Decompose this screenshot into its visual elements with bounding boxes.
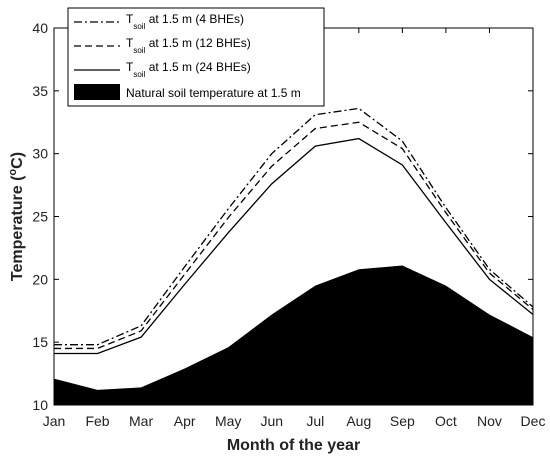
x-tick-label: Jan [43, 413, 66, 429]
x-tick-label: Aug [346, 413, 371, 429]
legend-label: Tsoil at 1.5 m (24 BHEs) [126, 60, 251, 79]
y-tick-label: 40 [32, 20, 48, 36]
x-tick-label: Nov [477, 413, 502, 429]
y-tick-label: 15 [32, 334, 48, 350]
y-tick-label: 35 [32, 83, 48, 99]
legend-swatch-area [74, 84, 120, 100]
series-line-24-bhes [54, 137, 534, 355]
legend-label: Tsoil at 1.5 m (4 BHEs) [126, 12, 244, 31]
y-tick-label: 30 [32, 146, 48, 162]
x-tick-label: Jul [306, 413, 324, 429]
lines-layer [54, 107, 534, 355]
x-tick-label: Jun [260, 413, 283, 429]
y-axis-title: Temperature (oC) [7, 152, 26, 281]
ticks-layer: Jan Feb Mar Apr May Jun Jul Aug Sep Oct Nov Dec 10 15… [32, 20, 545, 429]
y-axis-title-unit: C) [9, 152, 26, 169]
legend: Tsoil at 1.5 m (4 BHEs) Tsoil at 1.5 m (1… [67, 7, 325, 107]
x-tick-label: Dec [521, 413, 546, 429]
y-axis-title-degree: o [7, 169, 19, 176]
legend-label: Tsoil at 1.5 m (12 BHEs) [126, 36, 251, 55]
series-line-4-bhes [54, 107, 534, 346]
x-tick-label: Feb [85, 413, 109, 429]
x-tick-label: Sep [390, 413, 415, 429]
x-tick-label: Mar [129, 413, 153, 429]
y-tick-label: 20 [32, 271, 48, 287]
x-tick-label: Apr [174, 413, 196, 429]
x-tick-label: Oct [435, 413, 457, 429]
y-tick-label: 25 [32, 209, 48, 225]
y-axis-title-main: Temperature ( [9, 175, 26, 281]
x-axis-title: Month of the year [227, 437, 360, 454]
x-tick-label: May [215, 413, 241, 429]
y-tick-label: 10 [32, 397, 48, 413]
area-layer [54, 265, 533, 405]
series-line-12-bhes [54, 121, 534, 350]
legend-label-natural-soil: Natural soil temperature at 1.5 m [126, 86, 301, 100]
series-area-natural-soil [54, 265, 533, 405]
